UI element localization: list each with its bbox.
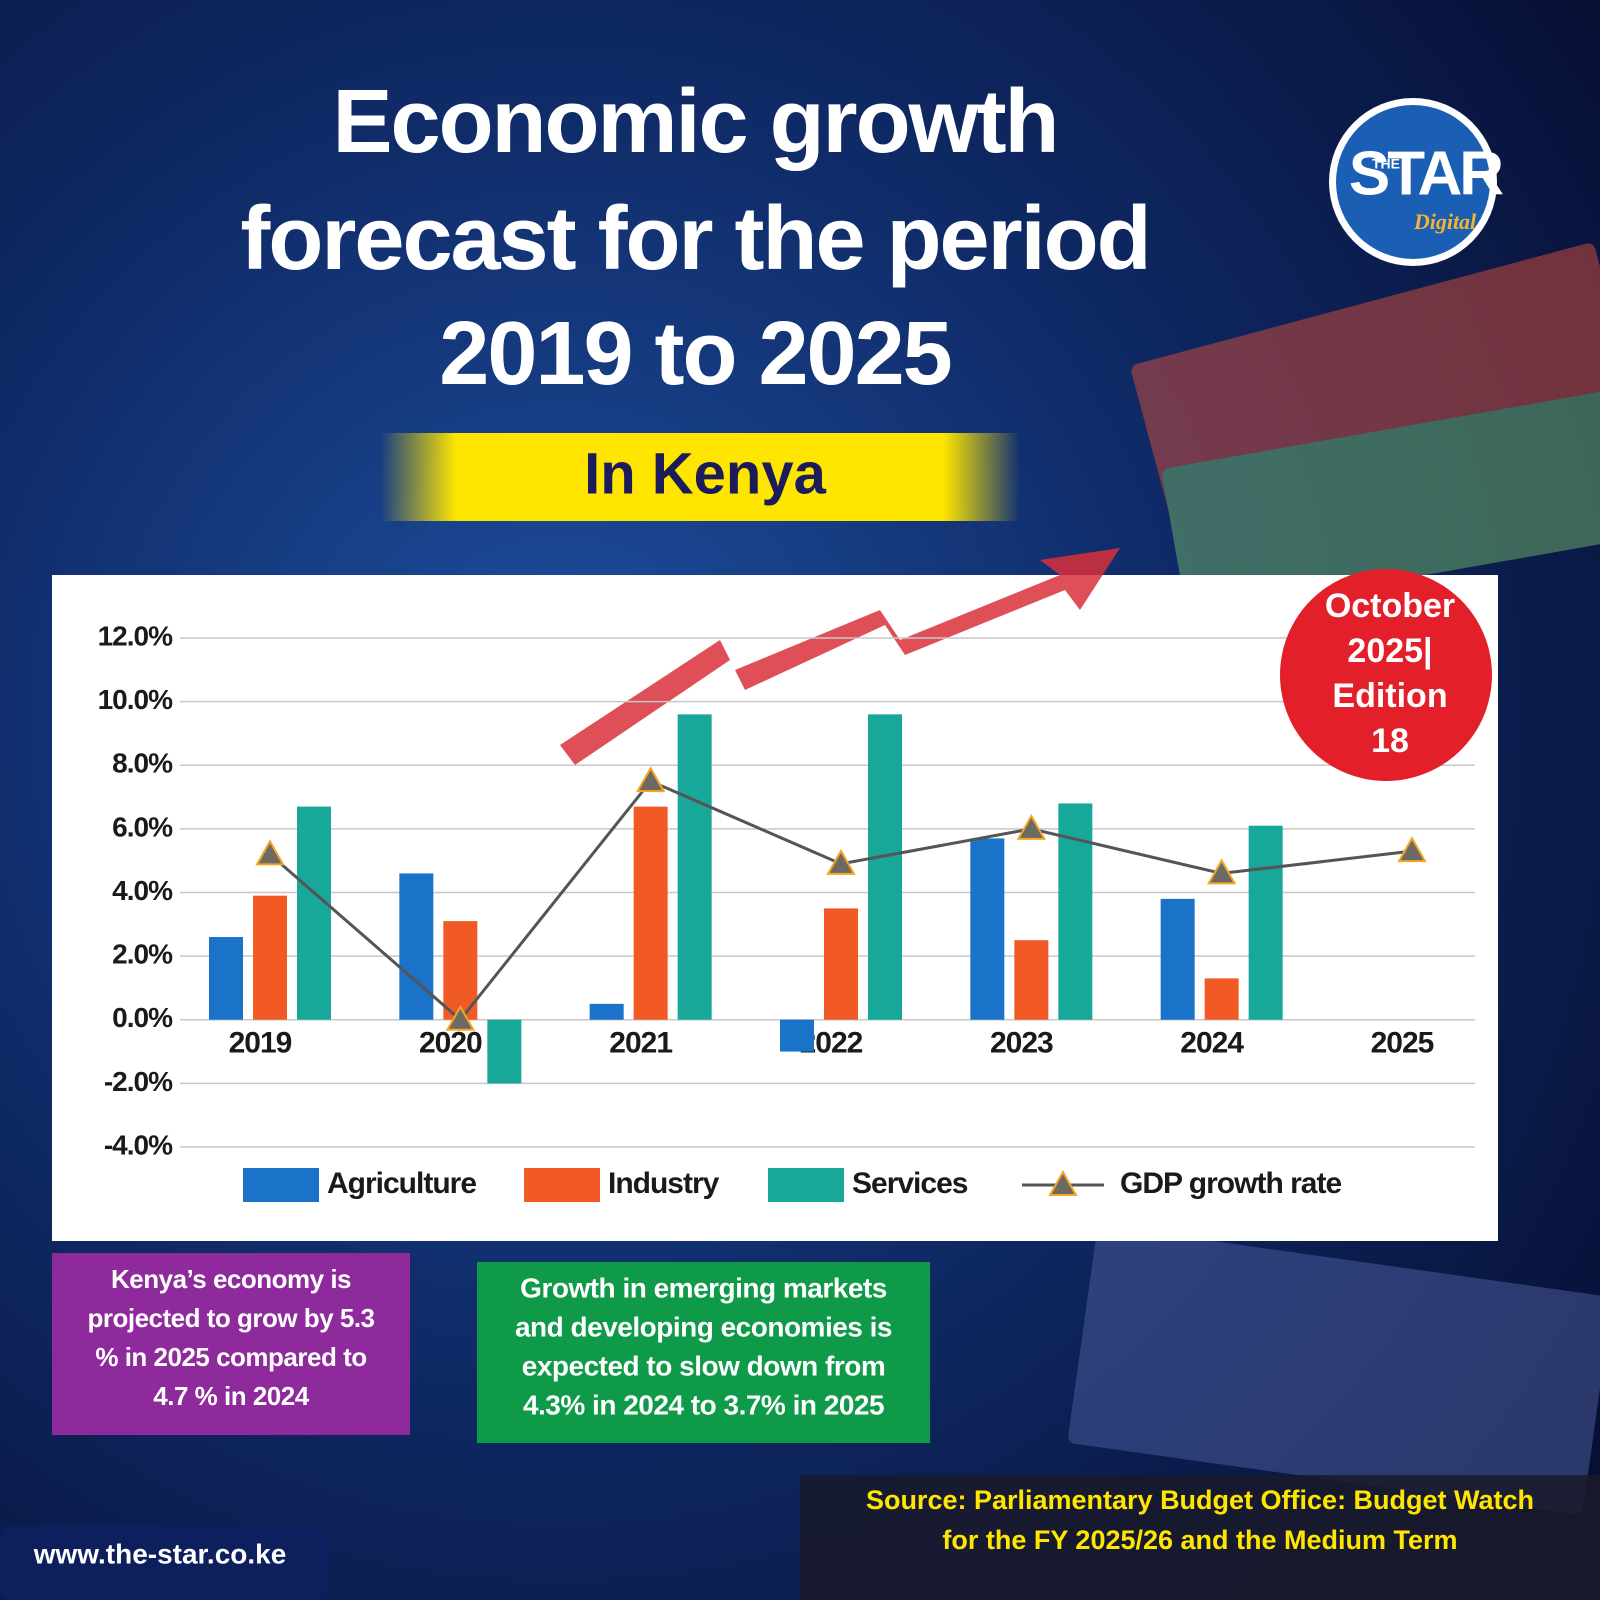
bar [824, 908, 858, 1020]
bar [970, 838, 1005, 1020]
url-box [0, 1525, 330, 1600]
marker [1016, 813, 1047, 840]
legend-marker [1048, 1169, 1078, 1196]
bar [780, 1019, 814, 1052]
url: www.the-star.co.ke [33, 1538, 287, 1569]
marker [1397, 836, 1427, 863]
y-tick-label: 4.0% [112, 875, 173, 906]
source-line: for the FY 2025/26 and the Medium Term [942, 1525, 1457, 1555]
title: Economic growth forecast for the period … [240, 72, 1151, 404]
logo-digital: Digital [1413, 209, 1477, 234]
bar [1248, 825, 1283, 1020]
note-line: 4.3% in 2024 to 3.7% in 2025 [523, 1389, 884, 1420]
bar [589, 1003, 624, 1020]
note-line: 4.7 % in 2024 [153, 1381, 309, 1411]
source-line: Source: Parliamentary Budget Office: Bud… [866, 1485, 1534, 1515]
marker [255, 839, 285, 866]
y-tick-label: -2.0% [104, 1066, 173, 1097]
bar [1204, 978, 1239, 1020]
bar [487, 1019, 522, 1084]
y-tick-label: -4.0% [104, 1129, 173, 1160]
note-line: Growth in emerging markets [520, 1272, 887, 1303]
source: Source: Parliamentary Budget Office: Bud… [866, 1485, 1534, 1555]
bar [253, 895, 287, 1020]
badge-text: October 2025| Edition 18 [1325, 587, 1455, 760]
legend-label: Agriculture [327, 1167, 476, 1200]
subtitle: In Kenya [584, 441, 826, 506]
x-tick-label: 2023 [990, 1027, 1053, 1060]
y-tick-label: 0.0% [112, 1002, 173, 1033]
title-line: forecast for the period [240, 189, 1149, 289]
y-tick-label: 12.0% [98, 620, 173, 651]
marker [1206, 858, 1237, 885]
marker [635, 766, 666, 793]
badge-line: Edition [1332, 677, 1447, 715]
x-tick-label: 2025 [1371, 1027, 1434, 1060]
subtitle-banner [380, 433, 1020, 521]
badge-line: 2025| [1347, 632, 1432, 670]
marker [445, 1004, 476, 1031]
badge-line: 18 [1371, 722, 1409, 760]
x-tick-label: 2021 [609, 1027, 672, 1060]
note-line: expected to slow down from [522, 1350, 885, 1381]
source-strip [800, 1475, 1600, 1600]
legend-label: Services [852, 1167, 968, 1200]
title-line: Economic growth [332, 72, 1057, 172]
y-tick-label: 2.0% [112, 939, 173, 970]
bar [868, 714, 902, 1020]
bar [1014, 940, 1049, 1020]
x-tick-label: 2020 [419, 1027, 482, 1060]
logo-the: THE [1372, 156, 1400, 172]
bar [633, 806, 668, 1020]
y-tick-label: 8.0% [112, 748, 173, 779]
y-tick-label: 10.0% [98, 684, 173, 715]
banknotes [1068, 243, 1600, 1515]
bar [209, 937, 243, 1020]
legend-swatch [243, 1168, 319, 1202]
badge [1280, 569, 1492, 781]
legend-label: GDP growth rate [1120, 1167, 1341, 1200]
marker [826, 848, 856, 875]
bar [297, 806, 331, 1020]
bar [1160, 898, 1195, 1020]
logo-disc [1336, 105, 1490, 259]
legend-label: Industry [608, 1167, 720, 1200]
note-line: % in 2025 compared to [95, 1342, 366, 1372]
notes: Kenya’s economy is projected to grow by 5… [52, 1253, 930, 1443]
x-tick-label: 2019 [229, 1027, 292, 1060]
note-box [477, 1262, 930, 1443]
logo: THE STAR Digital [1329, 98, 1506, 266]
note-line: and developing economies is [515, 1311, 892, 1342]
legend-swatch [768, 1168, 844, 1202]
bar [677, 714, 712, 1020]
chart: -4.0% -2.0% 0.0% 2.0% 4.0% 6.0% 8.0% 10.0% 12.0%… [98, 620, 1475, 1202]
bar [399, 873, 434, 1020]
note-box [52, 1253, 410, 1435]
y-tick-label: 6.0% [112, 811, 173, 842]
note-line: Kenya’s economy is [111, 1264, 351, 1294]
logo-star: STAR [1349, 139, 1503, 208]
decor-arrow [560, 548, 1120, 765]
legend-swatch [524, 1168, 600, 1202]
title-line: 2019 to 2025 [439, 304, 950, 404]
x-tick-label: 2024 [1180, 1027, 1244, 1060]
badge-line: October [1325, 587, 1455, 625]
note-line: projected to grow by 5.3 [87, 1303, 374, 1333]
